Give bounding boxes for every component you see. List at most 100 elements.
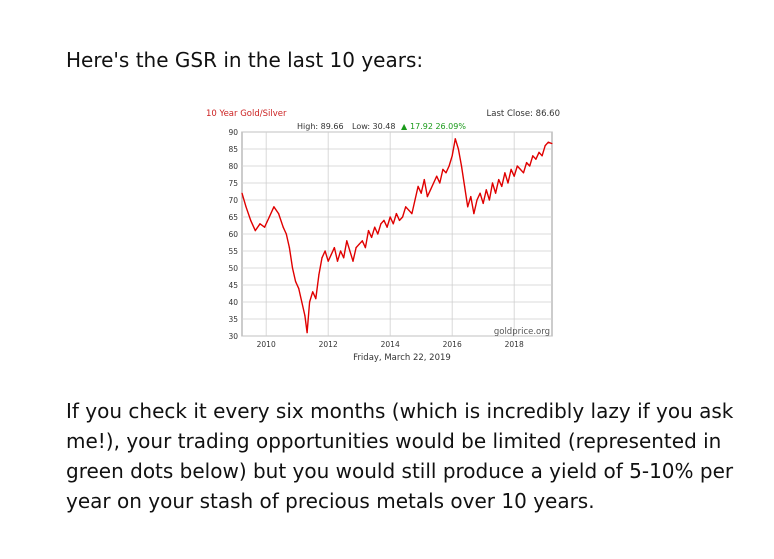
gsr-data-point bbox=[498, 179, 500, 181]
gsr-data-point bbox=[454, 138, 456, 140]
y-tick-label: 70 bbox=[228, 196, 238, 205]
chart-axes: 30 35 40 45 50 55 60 65 70 75 80 85 90 2010 2012 2014 20… bbox=[228, 128, 523, 349]
chart-line-layer bbox=[241, 138, 553, 334]
gsr-data-point bbox=[405, 206, 407, 208]
gsr-data-point bbox=[414, 199, 416, 201]
gsr-data-point bbox=[346, 240, 348, 242]
chart-watermark: goldprice.org bbox=[494, 327, 550, 337]
gsr-data-point bbox=[439, 182, 441, 184]
gsr-data-point bbox=[318, 274, 320, 276]
gsr-data-point bbox=[377, 233, 379, 235]
gsr-data-point bbox=[432, 182, 435, 184]
gsr-data-point bbox=[298, 287, 300, 289]
gsr-data-point bbox=[304, 315, 306, 317]
gsr-data-point bbox=[312, 291, 314, 293]
gsr-data-point bbox=[259, 223, 261, 225]
x-tick-label: 2014 bbox=[381, 340, 400, 349]
gsr-data-point bbox=[411, 213, 413, 215]
gsr-data-point bbox=[264, 226, 266, 228]
chart-change-arrow-icon: ▲ bbox=[401, 122, 408, 131]
chart-change: 17.92 26.09% bbox=[410, 122, 466, 131]
gsr-data-point bbox=[343, 257, 345, 259]
gsr-data-point bbox=[333, 247, 335, 249]
gsr-data-point bbox=[457, 148, 459, 150]
gsr-data-point bbox=[426, 196, 428, 198]
gsr-data-point bbox=[516, 165, 518, 167]
gsr-data-point bbox=[389, 216, 391, 218]
gsr-data-point bbox=[386, 226, 388, 228]
gsr-data-point bbox=[547, 141, 549, 143]
gsr-data-point bbox=[273, 206, 275, 208]
gsr-data-point bbox=[370, 236, 373, 238]
chart-high: High: 89.66 bbox=[297, 122, 344, 131]
gsr-data-point bbox=[301, 301, 303, 303]
gsr-data-point bbox=[367, 230, 370, 232]
gsr-data-point bbox=[482, 202, 484, 204]
gsr-data-point bbox=[460, 165, 463, 167]
gsr-data-point bbox=[429, 189, 432, 191]
y-tick-label: 50 bbox=[228, 264, 238, 273]
gsr-data-point bbox=[324, 250, 326, 252]
gsr-data-point bbox=[519, 168, 521, 170]
gsr-data-point bbox=[339, 250, 342, 252]
gsr-data-point bbox=[448, 165, 450, 167]
gsr-data-point bbox=[442, 168, 444, 170]
gsr-data-point bbox=[361, 240, 363, 242]
gsr-data-point bbox=[355, 247, 357, 249]
gsr-data-point bbox=[349, 250, 351, 252]
chart-grid bbox=[241, 131, 553, 337]
gsr-data-point bbox=[485, 189, 487, 191]
gsr-data-point bbox=[463, 185, 466, 187]
gsr-data-point bbox=[445, 172, 447, 174]
gsr-data-point bbox=[420, 192, 422, 194]
gsr-data-point bbox=[473, 213, 475, 215]
chart-xlabel: Friday, March 22, 2019 bbox=[353, 353, 451, 363]
body-paragraph: If you check it every six months (which … bbox=[66, 399, 734, 513]
gsr-data-point bbox=[364, 247, 366, 249]
y-tick-label: 85 bbox=[228, 145, 238, 154]
gsr-data-point bbox=[306, 332, 308, 334]
gsr-data-point bbox=[488, 199, 490, 201]
gsr-data-point bbox=[541, 155, 543, 157]
gsr-data-point bbox=[551, 142, 553, 145]
gsr-data-point bbox=[513, 175, 515, 177]
gsr-data-point bbox=[436, 175, 438, 177]
gsr-data-point bbox=[538, 151, 540, 153]
gsr-data-point bbox=[398, 219, 401, 221]
gsr-data-point bbox=[277, 213, 280, 215]
gsr-data-point bbox=[507, 182, 509, 184]
y-tick-label: 80 bbox=[228, 162, 238, 171]
chart-svg: 10 Year Gold/Silver High: 89.66 Low: 30.… bbox=[206, 109, 560, 363]
gsr-data-point bbox=[535, 158, 537, 160]
gsr-data-point bbox=[282, 226, 284, 228]
gsr-data-point bbox=[476, 199, 478, 201]
chart-low: Low: 30.48 bbox=[352, 122, 395, 131]
gsr-data-point bbox=[467, 206, 469, 208]
y-tick-label: 60 bbox=[228, 230, 238, 239]
gsr-data-point bbox=[494, 192, 497, 194]
gsr-data-point bbox=[529, 165, 531, 167]
gsr-data-point bbox=[392, 223, 394, 225]
y-tick-label: 55 bbox=[228, 247, 238, 256]
intro-text: Here's the GSR in the last 10 years: bbox=[66, 48, 424, 72]
gsr-data-point bbox=[336, 260, 339, 262]
y-tick-label: 35 bbox=[228, 315, 238, 324]
gsr-data-point bbox=[358, 243, 360, 245]
x-tick-label: 2018 bbox=[505, 340, 524, 349]
gold-silver-ratio-chart: 10 Year Gold/Silver High: 89.66 Low: 30.… bbox=[200, 104, 560, 366]
gsr-data-point bbox=[315, 298, 317, 300]
gsr-data-point bbox=[532, 155, 534, 157]
x-tick-label: 2016 bbox=[443, 340, 462, 349]
gsr-data-point bbox=[268, 216, 270, 218]
chart-last-close: Last Close: 86.60 bbox=[487, 109, 560, 119]
gsr-data-point bbox=[291, 267, 294, 269]
gsr-data-point bbox=[522, 172, 525, 174]
gsr-data-point bbox=[327, 260, 329, 262]
gsr-data-point bbox=[510, 168, 512, 170]
gsr-data-point bbox=[245, 206, 247, 208]
gsr-data-point bbox=[254, 230, 256, 232]
gsr-data-point bbox=[321, 257, 323, 259]
gsr-data-point bbox=[470, 196, 472, 198]
y-tick-label: 75 bbox=[228, 179, 238, 188]
x-tick-label: 2010 bbox=[257, 340, 276, 349]
